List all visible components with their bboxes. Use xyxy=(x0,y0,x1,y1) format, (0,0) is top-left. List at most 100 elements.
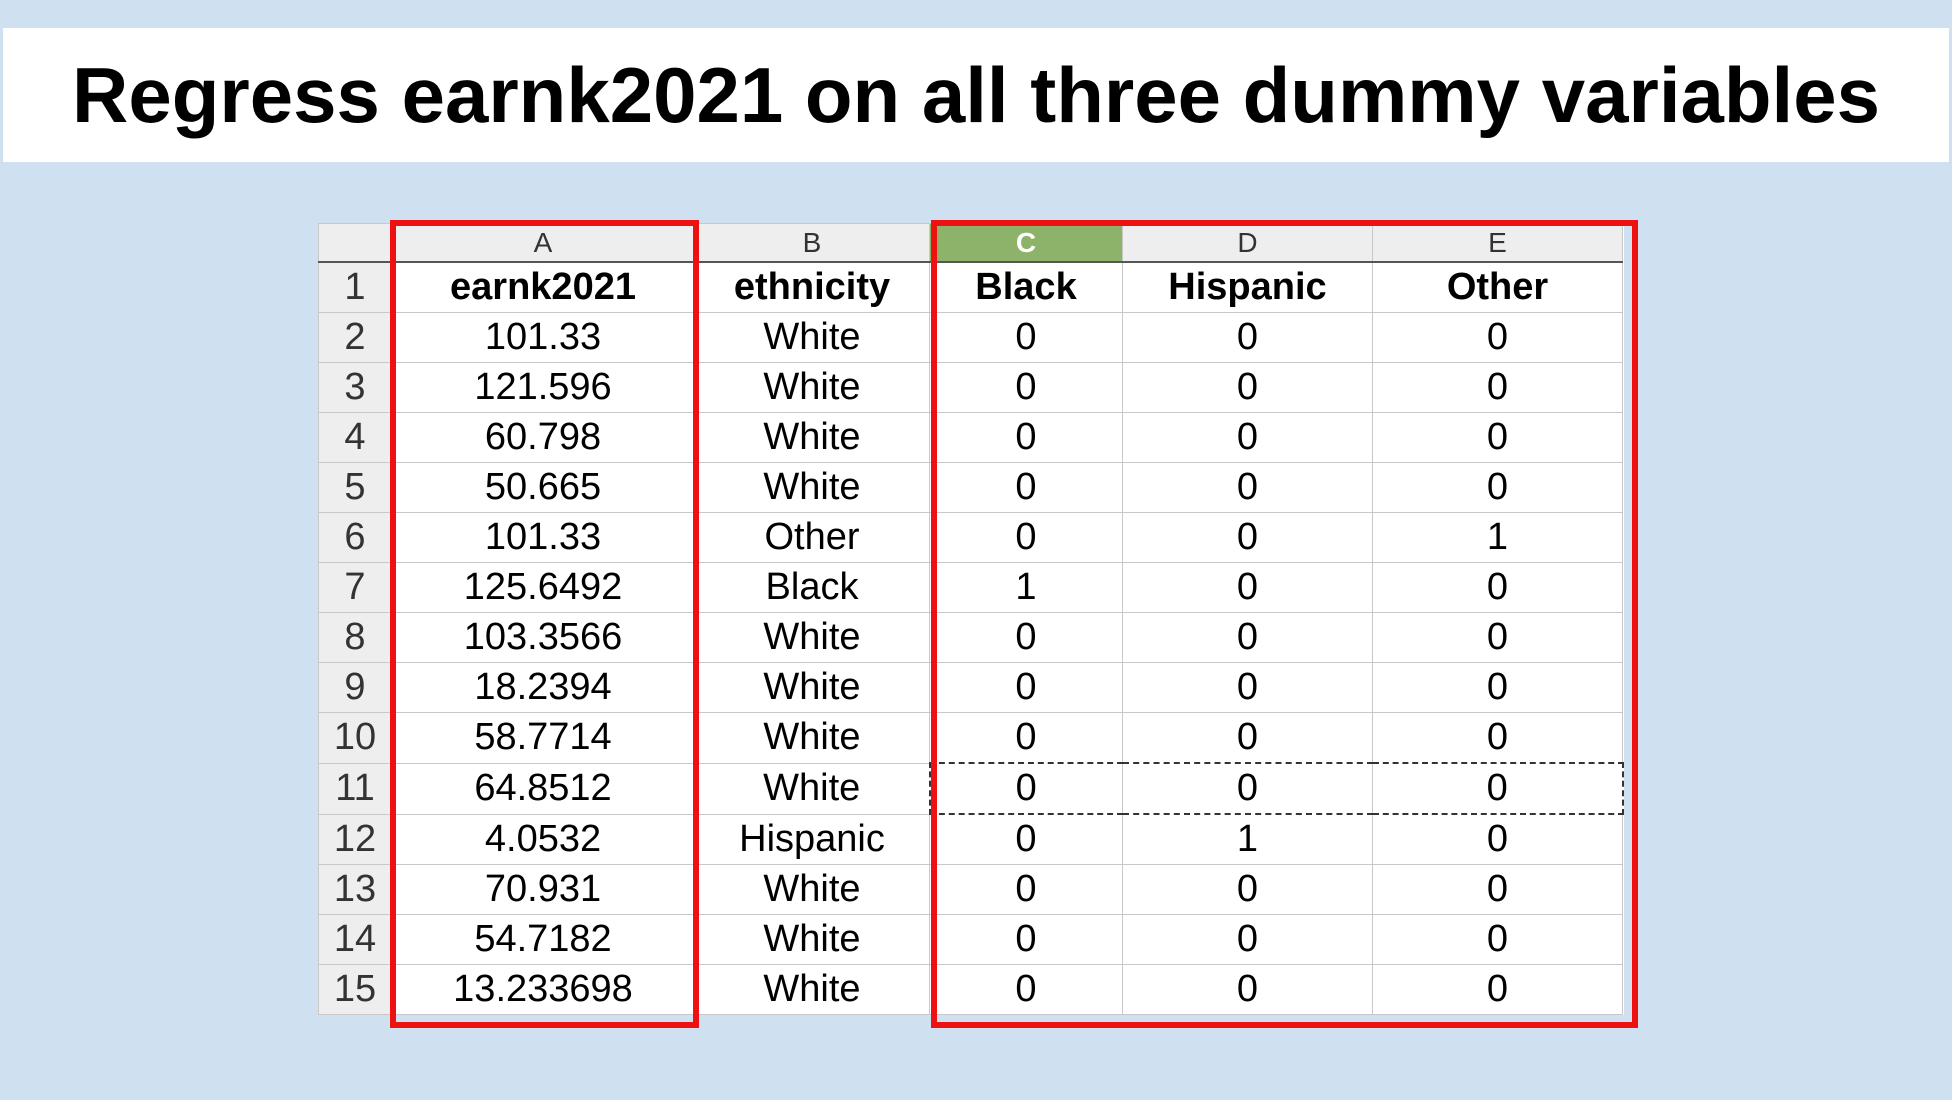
cell[interactable]: 0 xyxy=(1122,562,1373,613)
cell[interactable]: 0 xyxy=(1372,864,1623,915)
column-header-b[interactable]: B xyxy=(694,223,930,263)
cell[interactable]: White xyxy=(694,612,930,663)
cell[interactable]: 0 xyxy=(1372,312,1623,363)
column-header-e[interactable]: E xyxy=(1372,223,1623,263)
cell[interactable]: 0 xyxy=(1372,462,1623,513)
cell[interactable]: 0 xyxy=(929,914,1123,965)
cell[interactable]: 50.665 xyxy=(391,462,695,513)
cell[interactable]: 13.233698 xyxy=(391,964,695,1015)
cell[interactable]: White xyxy=(694,964,930,1015)
cell[interactable]: 54.7182 xyxy=(391,914,695,965)
cell[interactable]: Black xyxy=(694,562,930,613)
cell[interactable]: 64.8512 xyxy=(391,762,695,815)
cell[interactable]: 0 xyxy=(1122,462,1373,513)
cell[interactable]: 0 xyxy=(929,462,1123,513)
cell[interactable]: 0 xyxy=(929,362,1123,413)
cell[interactable]: Other xyxy=(694,512,930,563)
row-header[interactable]: 1 xyxy=(318,261,392,313)
cell[interactable]: 0 xyxy=(1372,412,1623,463)
cell[interactable]: 1 xyxy=(1122,813,1373,865)
row-header[interactable]: 2 xyxy=(318,312,392,363)
cell[interactable]: 0 xyxy=(1372,662,1623,713)
cell[interactable]: Hispanic xyxy=(1122,261,1373,313)
row-header[interactable]: 9 xyxy=(318,662,392,713)
cell[interactable]: White xyxy=(694,864,930,915)
cell[interactable]: 58.7714 xyxy=(391,712,695,764)
cell[interactable]: 0 xyxy=(929,813,1123,865)
table-row: 15 13.233698 White 0 0 0 xyxy=(318,964,1623,1015)
cell[interactable]: 0 xyxy=(1372,813,1623,865)
cell[interactable]: 1 xyxy=(929,562,1123,613)
copied-cell[interactable]: 0 xyxy=(1122,762,1373,815)
cell[interactable]: Other xyxy=(1372,261,1623,313)
row-header[interactable]: 15 xyxy=(318,964,392,1015)
cell[interactable]: 0 xyxy=(1122,612,1373,663)
row-header[interactable]: 7 xyxy=(318,562,392,613)
row-header[interactable]: 3 xyxy=(318,362,392,413)
cell[interactable]: 4.0532 xyxy=(391,813,695,865)
cell[interactable]: 103.3566 xyxy=(391,612,695,663)
cell[interactable]: 0 xyxy=(1122,914,1373,965)
cell[interactable]: 60.798 xyxy=(391,412,695,463)
row-header[interactable]: 8 xyxy=(318,612,392,663)
column-header-d[interactable]: D xyxy=(1122,223,1373,263)
cell[interactable]: White xyxy=(694,762,930,815)
cell[interactable]: 0 xyxy=(929,512,1123,563)
row-header[interactable]: 12 xyxy=(318,813,392,865)
cell[interactable]: 0 xyxy=(929,312,1123,363)
cell[interactable]: 121.596 xyxy=(391,362,695,413)
table-row: 7 125.6492 Black 1 0 0 xyxy=(318,562,1623,613)
cell[interactable]: 0 xyxy=(1372,612,1623,663)
cell[interactable]: White xyxy=(694,462,930,513)
cell[interactable]: 0 xyxy=(1122,412,1373,463)
cell[interactable]: 0 xyxy=(1372,362,1623,413)
copied-cell[interactable]: 0 xyxy=(928,762,1123,815)
cell[interactable]: 0 xyxy=(929,712,1123,764)
cell[interactable]: 0 xyxy=(1372,562,1623,613)
cell[interactable]: 1 xyxy=(1372,512,1623,563)
cell[interactable]: 0 xyxy=(1122,312,1373,363)
row-header[interactable]: 5 xyxy=(318,462,392,513)
cell[interactable]: earnk2021 xyxy=(391,261,695,313)
cell[interactable]: 0 xyxy=(1122,964,1373,1015)
cell[interactable]: Hispanic xyxy=(694,813,930,865)
cell[interactable]: 0 xyxy=(929,864,1123,915)
row-header[interactable]: 13 xyxy=(318,864,392,915)
spreadsheet: A B C D E 1 earnk2021 ethnicity Black Hi… xyxy=(318,223,1624,1015)
cell[interactable]: 0 xyxy=(929,612,1123,663)
cell[interactable]: 0 xyxy=(929,662,1123,713)
cell[interactable]: White xyxy=(694,712,930,764)
cell[interactable]: White xyxy=(694,412,930,463)
cell[interactable]: 0 xyxy=(929,412,1123,463)
row-header[interactable]: 4 xyxy=(318,412,392,463)
cell[interactable]: 101.33 xyxy=(391,512,695,563)
column-header-c[interactable]: C xyxy=(929,223,1123,263)
cell[interactable]: ethnicity xyxy=(694,261,930,313)
cell[interactable]: 0 xyxy=(1122,864,1373,915)
cell[interactable]: 0 xyxy=(929,964,1123,1015)
row-header[interactable]: 6 xyxy=(318,512,392,563)
cell[interactable]: White xyxy=(694,312,930,363)
cell[interactable]: 0 xyxy=(1372,914,1623,965)
cell[interactable]: 101.33 xyxy=(391,312,695,363)
cell[interactable]: 0 xyxy=(1122,362,1373,413)
cell[interactable]: White xyxy=(694,662,930,713)
row-header[interactable]: 10 xyxy=(318,712,392,764)
cell[interactable]: 18.2394 xyxy=(391,662,695,713)
cell[interactable]: White xyxy=(694,914,930,965)
copied-cell[interactable]: 0 xyxy=(1372,762,1624,815)
select-all-corner[interactable] xyxy=(318,223,392,263)
cell[interactable]: 70.931 xyxy=(391,864,695,915)
cell[interactable]: 125.6492 xyxy=(391,562,695,613)
title-banner: Regress earnk2021 on all three dummy var… xyxy=(3,28,1949,162)
row-header[interactable]: 11 xyxy=(318,762,392,815)
cell[interactable]: 0 xyxy=(1122,662,1373,713)
column-header-a[interactable]: A xyxy=(391,223,695,263)
cell[interactable]: White xyxy=(694,362,930,413)
cell[interactable]: 0 xyxy=(1122,512,1373,563)
cell[interactable]: 0 xyxy=(1372,712,1623,764)
cell[interactable]: Black xyxy=(929,261,1123,313)
cell[interactable]: 0 xyxy=(1122,712,1373,764)
row-header[interactable]: 14 xyxy=(318,914,392,965)
cell[interactable]: 0 xyxy=(1372,964,1623,1015)
